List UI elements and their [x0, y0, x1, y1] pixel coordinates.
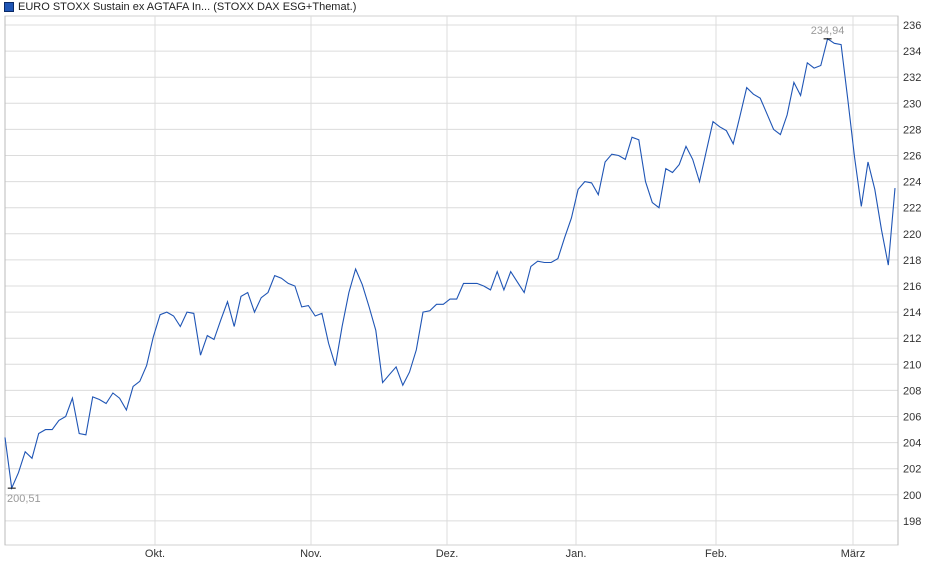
y-tick-label: 212 [903, 333, 921, 345]
x-tick-label: Jan. [566, 548, 587, 560]
x-tick-label: Dez. [436, 548, 459, 560]
max-value-label: 234,94 [811, 25, 845, 37]
y-tick-label: 200 [903, 490, 921, 502]
legend-swatch [4, 2, 14, 12]
y-tick-label: 230 [903, 98, 921, 110]
x-tick-label: Okt. [145, 548, 165, 560]
y-tick-label: 218 [903, 255, 921, 267]
y-tick-label: 216 [903, 281, 921, 293]
y-tick-label: 228 [903, 124, 921, 136]
y-tick-label: 206 [903, 412, 921, 424]
y-tick-label: 198 [903, 516, 921, 528]
x-tick-label: Feb. [705, 548, 727, 560]
y-tick-label: 202 [903, 464, 921, 476]
y-tick-label: 234 [903, 46, 921, 58]
y-tick-label: 222 [903, 203, 921, 215]
legend-label: EURO STOXX Sustain ex AGTAFA In... (STOX… [18, 1, 357, 13]
y-tick-label: 210 [903, 359, 921, 371]
y-tick-label: 232 [903, 72, 921, 84]
y-tick-label: 226 [903, 151, 921, 163]
y-tick-label: 236 [903, 20, 921, 32]
y-tick-label: 220 [903, 229, 921, 241]
y-tick-label: 214 [903, 307, 921, 319]
y-tick-label: 204 [903, 438, 921, 450]
y-tick-label: 208 [903, 385, 921, 397]
y-tick-label: 224 [903, 177, 921, 189]
x-tick-label: Nov. [300, 548, 322, 560]
series-line [4, 37, 896, 491]
min-value-label: 200,51 [7, 493, 41, 505]
plot-frame [4, 15, 899, 546]
x-tick-label: März [841, 548, 865, 560]
legend: EURO STOXX Sustain ex AGTAFA In... (STOX… [4, 1, 356, 13]
